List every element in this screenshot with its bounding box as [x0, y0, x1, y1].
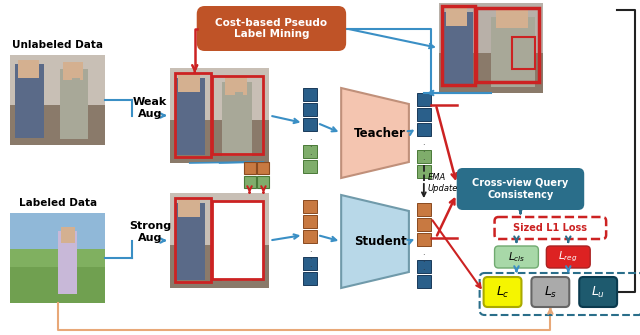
Text: Weak
Aug: Weak Aug — [132, 97, 167, 119]
Text: Cross-view Query
Consistency: Cross-view Query Consistency — [472, 178, 568, 200]
Bar — [10, 105, 105, 145]
FancyBboxPatch shape — [484, 277, 522, 307]
Bar — [22, 82, 29, 114]
Bar — [10, 213, 105, 263]
Bar — [417, 165, 431, 178]
Bar — [175, 198, 211, 282]
Bar — [175, 77, 205, 155]
Bar — [221, 207, 252, 281]
Bar — [15, 64, 44, 138]
Bar — [170, 193, 269, 288]
Text: Sized L1 Loss: Sized L1 Loss — [513, 223, 588, 233]
Bar — [61, 226, 75, 243]
Bar — [60, 68, 88, 139]
Bar — [178, 198, 200, 217]
Text: ·
·
·: · · · — [422, 141, 425, 165]
Bar — [417, 123, 431, 136]
Bar — [417, 93, 431, 106]
Bar — [303, 272, 317, 285]
Bar — [257, 162, 269, 174]
Text: $L_u$: $L_u$ — [591, 284, 605, 299]
Bar — [439, 3, 543, 93]
Bar — [221, 82, 252, 156]
Bar — [63, 62, 83, 80]
Text: ·
·
·: · · · — [309, 136, 312, 160]
Bar — [244, 162, 255, 174]
Bar — [178, 73, 200, 92]
Bar — [417, 150, 431, 163]
Bar — [235, 92, 243, 120]
Bar — [303, 215, 317, 228]
Bar — [303, 88, 317, 101]
Bar — [225, 76, 246, 94]
Bar — [417, 233, 431, 246]
Bar — [72, 77, 79, 105]
Bar — [303, 160, 317, 173]
Text: Cost-based Pseudo
Label Mining: Cost-based Pseudo Label Mining — [216, 18, 328, 39]
Text: ·
·
·: · · · — [422, 251, 425, 275]
Text: Unlabeled Data: Unlabeled Data — [12, 40, 103, 50]
Polygon shape — [341, 88, 409, 178]
Bar — [212, 76, 264, 154]
Bar — [496, 10, 528, 28]
Bar — [175, 73, 211, 156]
Bar — [303, 118, 317, 131]
Bar — [303, 230, 317, 243]
Bar — [10, 55, 105, 145]
Text: $L_s$: $L_s$ — [544, 284, 557, 299]
Bar — [225, 201, 246, 220]
Bar — [58, 231, 77, 294]
Bar — [442, 6, 476, 85]
Bar — [439, 53, 543, 93]
Bar — [417, 108, 431, 121]
Bar — [417, 260, 431, 273]
Bar — [182, 221, 189, 255]
Text: EMA
Update: EMA Update — [428, 173, 458, 193]
Bar — [170, 245, 269, 288]
Bar — [417, 203, 431, 216]
Bar — [303, 103, 317, 116]
Text: $L_{cls}$: $L_{cls}$ — [508, 250, 525, 264]
Text: Strong
Aug: Strong Aug — [129, 221, 171, 243]
Bar — [235, 217, 243, 245]
Bar — [303, 257, 317, 270]
Bar — [175, 202, 205, 280]
FancyBboxPatch shape — [457, 168, 584, 210]
Bar — [476, 8, 539, 82]
FancyBboxPatch shape — [495, 246, 538, 268]
FancyBboxPatch shape — [547, 246, 590, 268]
Polygon shape — [341, 195, 409, 288]
Text: Student: Student — [354, 235, 406, 248]
Bar — [444, 12, 474, 86]
Text: Labeled Data: Labeled Data — [19, 198, 97, 208]
Bar — [446, 7, 467, 25]
Bar — [18, 60, 39, 77]
Bar — [303, 145, 317, 158]
Text: $L_c$: $L_c$ — [496, 284, 509, 299]
Text: $L_{reg}$: $L_{reg}$ — [559, 250, 578, 264]
FancyBboxPatch shape — [531, 277, 569, 307]
Bar — [491, 16, 535, 87]
Bar — [10, 249, 105, 267]
Bar — [257, 176, 269, 188]
Bar — [417, 218, 431, 231]
Text: Teacher: Teacher — [354, 127, 406, 139]
Bar — [182, 96, 189, 130]
Bar — [170, 120, 269, 163]
Bar — [512, 37, 535, 69]
Bar — [170, 68, 269, 163]
Bar — [10, 263, 105, 303]
Bar — [212, 201, 264, 279]
FancyBboxPatch shape — [579, 277, 617, 307]
FancyBboxPatch shape — [495, 217, 606, 239]
Bar — [244, 176, 255, 188]
Bar — [417, 275, 431, 288]
Text: ·
·
·: · · · — [309, 248, 312, 272]
FancyBboxPatch shape — [196, 6, 346, 51]
Bar — [303, 200, 317, 213]
